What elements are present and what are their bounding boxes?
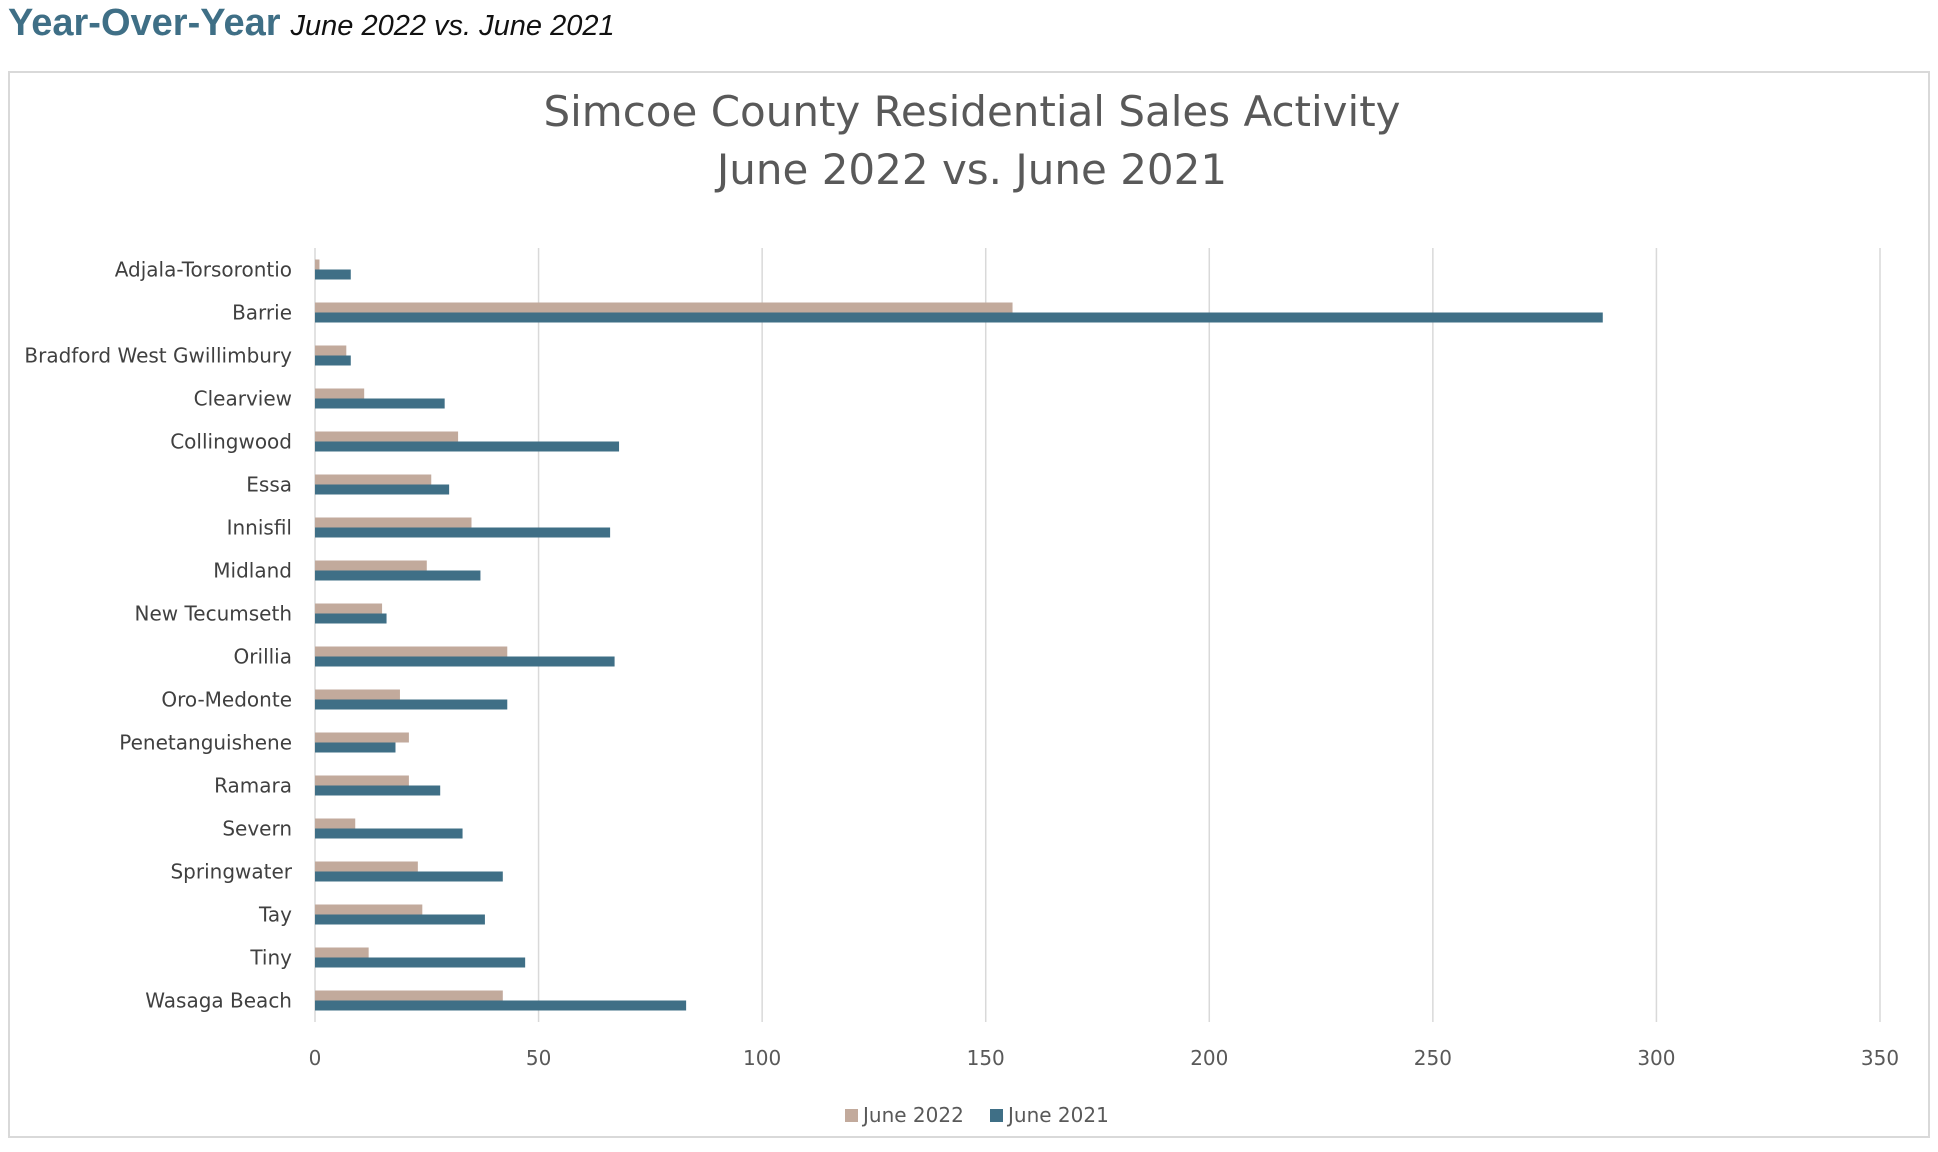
bar-june-2021	[315, 699, 508, 710]
category-label: Adjala-Torsorontio	[115, 258, 292, 282]
bar-june-2021	[315, 828, 463, 839]
x-tick-label: 350	[1861, 1046, 1899, 1070]
category-label: Essa	[246, 473, 292, 497]
bars	[315, 259, 1603, 1011]
bar-june-2021	[315, 957, 526, 968]
category-label: Penetanguishene	[119, 731, 292, 755]
bar-june-2022	[315, 904, 423, 915]
category-label: Innisfil	[227, 516, 292, 540]
bar-chart: Adjala-Torsorontio Barrie Bradford West Gw…	[24, 87, 1899, 1127]
bar-june-2021	[315, 355, 351, 366]
chart-frame: Adjala-Torsorontio Barrie Bradford West Gw…	[8, 71, 1930, 1138]
bar-june-2021	[315, 914, 485, 925]
bar-june-2022	[315, 603, 383, 614]
chart-title-line-1: Simcoe County Residential Sales Activity	[543, 87, 1400, 136]
category-label: Bradford West Gwillimbury	[24, 344, 292, 368]
bar-june-2021	[315, 1000, 687, 1011]
bar-june-2021	[315, 570, 481, 581]
bar-june-2022	[315, 732, 409, 743]
category-label: Barrie	[232, 301, 292, 325]
bar-june-2021	[315, 398, 445, 409]
bar-june-2021	[315, 269, 351, 280]
category-label: Orillia	[234, 645, 292, 669]
bar-june-2021	[315, 742, 396, 753]
x-tick-label: 50	[526, 1046, 551, 1070]
bar-june-2022	[315, 775, 409, 786]
legend-label: June 2022	[861, 1103, 964, 1127]
category-label: New Tecumseth	[135, 602, 293, 626]
bar-june-2022	[315, 990, 503, 1001]
category-label: Severn	[222, 817, 292, 841]
chart-title-line-2: June 2022 vs. June 2021	[714, 145, 1227, 194]
bar-june-2021	[315, 656, 615, 667]
bar-june-2021	[315, 484, 450, 495]
bar-june-2022	[315, 560, 427, 571]
category-label: Wasaga Beach	[145, 989, 292, 1013]
bar-june-2021	[315, 613, 387, 624]
x-tick-label: 100	[743, 1046, 781, 1070]
category-label: Collingwood	[170, 430, 292, 454]
bar-june-2021	[315, 312, 1603, 323]
bar-june-2022	[315, 388, 365, 399]
category-label: Springwater	[170, 860, 292, 884]
x-tick-label: 150	[967, 1046, 1005, 1070]
bar-june-2021	[315, 871, 503, 882]
bar-june-2022	[315, 474, 432, 485]
x-tick-label: 200	[1190, 1046, 1228, 1070]
bar-june-2022	[315, 861, 418, 872]
category-label: Tiny	[249, 946, 292, 970]
bar-june-2022	[315, 646, 508, 657]
page-header-subtitle: June 2022 vs. June 2021	[290, 10, 615, 42]
x-tick-label: 300	[1637, 1046, 1675, 1070]
bar-june-2022	[315, 818, 356, 829]
x-axis-ticks: 0 50 100 150 200 250 300 350	[309, 1046, 1899, 1070]
bar-june-2022	[315, 431, 459, 442]
bar-june-2022	[315, 947, 369, 958]
category-label: Clearview	[194, 387, 292, 411]
category-labels: Adjala-Torsorontio Barrie Bradford West Gw…	[24, 258, 292, 1013]
bar-june-2022	[315, 689, 400, 700]
bar-june-2022	[315, 259, 320, 270]
legend-swatch-june-2021	[990, 1109, 1003, 1122]
bar-june-2022	[315, 302, 1013, 313]
category-label: Ramara	[214, 774, 292, 798]
bar-june-2021	[315, 785, 441, 796]
category-label: Midland	[213, 559, 292, 583]
legend-swatch-june-2022	[845, 1109, 858, 1122]
page-header-title: Year-Over-Year	[8, 2, 281, 44]
bar-june-2022	[315, 345, 347, 356]
legend: June 2022 June 2021	[845, 1103, 1109, 1127]
gridlines	[314, 248, 1881, 1022]
category-label: Oro-Medonte	[161, 688, 292, 712]
legend-label: June 2021	[1006, 1103, 1109, 1127]
x-tick-label: 250	[1414, 1046, 1452, 1070]
bar-june-2022	[315, 517, 472, 528]
x-tick-label: 0	[309, 1046, 322, 1070]
bar-june-2021	[315, 527, 611, 538]
bar-june-2021	[315, 441, 620, 452]
category-label: Tay	[258, 903, 292, 927]
page-header: Year-Over-Year June 2022 vs. June 2021	[8, 2, 615, 45]
